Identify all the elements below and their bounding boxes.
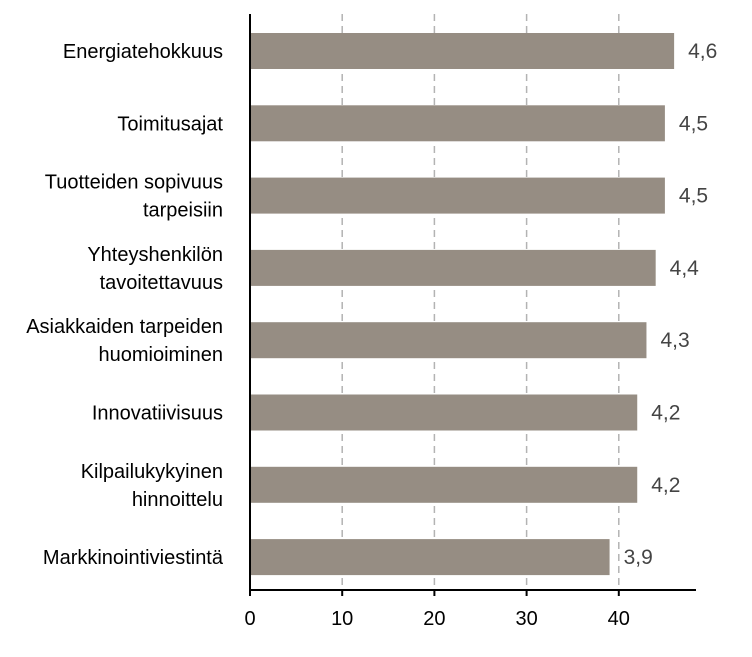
- x-tick-label-20: 20: [423, 608, 445, 630]
- category-label-1: Toimitusajat: [117, 113, 223, 135]
- value-label-3: 4,4: [670, 257, 700, 280]
- x-tick-label-10: 10: [331, 608, 353, 630]
- bar-6: [250, 466, 638, 503]
- bar-3: [250, 249, 656, 286]
- category-label-2: Tuotteiden sopivuus tarpeisiin: [45, 172, 223, 222]
- bar-0: [250, 33, 675, 69]
- category-label-3: Yhteyshenkilön tavoitettavuus: [87, 244, 223, 294]
- value-label-2: 4,5: [679, 185, 708, 208]
- bar-2: [250, 177, 665, 214]
- category-labels: Energiatehokkuus Toimitusajat Tuotteiden s…: [26, 41, 224, 569]
- value-label-6: 4,2: [651, 474, 680, 497]
- bar-4: [250, 322, 647, 359]
- grid-lines: [341, 14, 620, 590]
- category-label-6: Kilpailukykyinen hinnoittelu: [81, 461, 223, 511]
- category-label-7: Markkinointiviestintä: [43, 547, 224, 569]
- x-tick-label-0: 0: [244, 608, 255, 630]
- category-label-4: Asiakkaiden tarpeiden huomioiminen: [26, 316, 223, 366]
- tick-labels: 0 10 20 30 40: [244, 608, 629, 630]
- bar-1: [250, 105, 665, 142]
- value-label-1: 4,5: [679, 112, 708, 135]
- value-label-5: 4,2: [651, 402, 680, 425]
- category-label-5: Innovatiivisuus: [92, 403, 223, 425]
- value-label-4: 4,3: [660, 329, 689, 352]
- bar-7: [250, 539, 610, 576]
- value-labels: 4,6 4,5 4,5 4,4 4,3 4,2 4,2 3,9: [624, 40, 718, 569]
- value-label-7: 3,9: [624, 546, 653, 569]
- x-tick-label-30: 30: [515, 608, 537, 630]
- axes: [249, 14, 696, 596]
- bars: [250, 33, 675, 576]
- category-label-0: Energiatehokkuus: [63, 41, 223, 63]
- x-tick-label-40: 40: [608, 608, 630, 630]
- bar-5: [250, 394, 638, 431]
- value-label-0: 4,6: [688, 40, 717, 63]
